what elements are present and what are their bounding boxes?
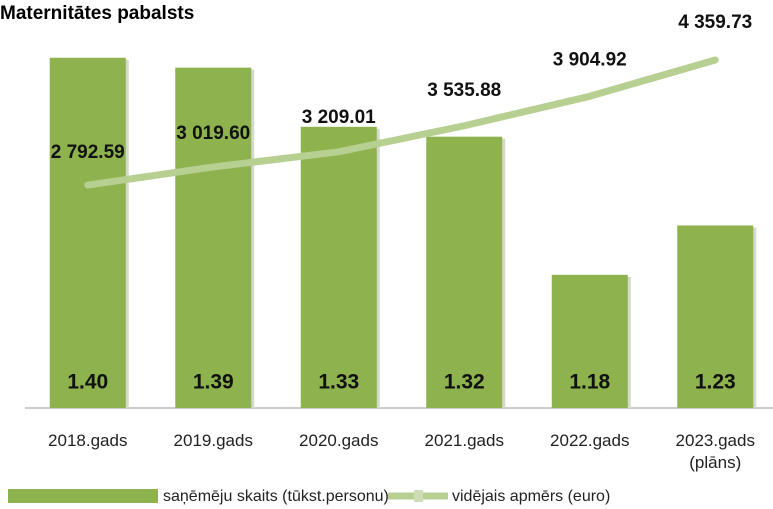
bar-label: 1.18 bbox=[569, 371, 610, 394]
bar bbox=[175, 67, 252, 408]
bar-label: 1.40 bbox=[67, 371, 108, 394]
bar bbox=[677, 225, 754, 408]
line-label: 3 209.01 bbox=[302, 107, 376, 128]
x-tick-label: 2023.gads (plāns) bbox=[675, 431, 755, 472]
x-tick-label: 2022.gads bbox=[550, 431, 630, 450]
x-tick-label: 2019.gads bbox=[173, 431, 253, 450]
x-tick-label: 2020.gads bbox=[299, 431, 379, 450]
line-label: 4 359.73 bbox=[678, 12, 752, 33]
chart-title: Maternitātes pabalsts bbox=[0, 3, 194, 24]
bar-label: 1.23 bbox=[695, 371, 736, 394]
legend-swatch bbox=[8, 489, 158, 503]
bar bbox=[300, 126, 377, 408]
legend-label: saņēmēju skaits (tūkst.personu) bbox=[163, 488, 389, 505]
line-label: 3 904.92 bbox=[553, 49, 627, 70]
line bbox=[84, 56, 719, 189]
x-tick-label: 2018.gads bbox=[48, 431, 128, 450]
bar-label: 1.33 bbox=[318, 371, 359, 394]
bar bbox=[551, 274, 628, 408]
legend-label: vidējais apmērs (euro) bbox=[452, 488, 610, 505]
bar-label: 1.32 bbox=[444, 371, 485, 394]
line-label: 3 019.60 bbox=[176, 123, 250, 144]
line-label: 3 535.88 bbox=[427, 80, 501, 101]
bar bbox=[49, 57, 126, 408]
bar bbox=[426, 136, 503, 408]
x-tick-label: 2021.gads bbox=[424, 431, 504, 450]
legend-marker bbox=[414, 490, 423, 502]
line-label: 2 792.59 bbox=[51, 142, 125, 163]
bar-label: 1.39 bbox=[193, 371, 234, 394]
